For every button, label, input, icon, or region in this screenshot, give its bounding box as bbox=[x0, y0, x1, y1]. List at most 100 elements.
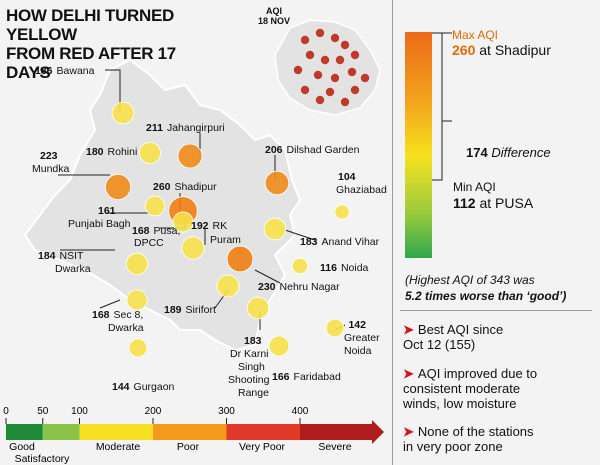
scale-tick-label: 300 bbox=[218, 406, 235, 417]
label-mundka: Mundka bbox=[32, 163, 70, 175]
inset-station-dot bbox=[347, 67, 357, 77]
page-title: HOW DELHI TURNED YELLOW FROM RED AFTER 1… bbox=[6, 6, 216, 82]
leader-bawana bbox=[105, 69, 121, 112]
label-dk-3: Shooting bbox=[228, 374, 270, 386]
inset-station-dot bbox=[330, 33, 340, 43]
min-aqi-line: 112 at PUSA bbox=[453, 195, 533, 211]
label-dk-1: Dr Karni bbox=[230, 348, 269, 360]
label-ghaziabad-aqi: 104 bbox=[338, 171, 356, 183]
station-marker bbox=[226, 245, 254, 273]
scale-category-label: Moderate bbox=[96, 441, 141, 453]
inset-station-dot bbox=[350, 85, 360, 95]
station-marker bbox=[216, 274, 240, 298]
bullet-2: ➤ AQI improved due to consistent moderate w… bbox=[403, 366, 538, 411]
station-marker bbox=[125, 252, 149, 276]
inset-station-dot bbox=[350, 50, 360, 60]
inset-station-dot bbox=[335, 55, 345, 65]
inset-station-dot bbox=[340, 97, 350, 107]
max-aqi-place: at Shadipur bbox=[479, 42, 551, 58]
station-marker bbox=[111, 101, 135, 125]
station-marker bbox=[291, 257, 309, 275]
max-aqi-value: 260 bbox=[452, 42, 476, 58]
scale-tick-label: 50 bbox=[37, 406, 49, 417]
station-marker bbox=[105, 173, 132, 200]
bullet-3: ➤ None of the stations in very poor zone bbox=[403, 424, 534, 454]
label-rk: 192 RK bbox=[191, 220, 227, 232]
title-line-2: FROM RED AFTER 17 DAYS bbox=[6, 44, 176, 82]
scale-band bbox=[42, 424, 80, 440]
leader-nehru bbox=[254, 269, 281, 284]
scale-tick-label: 0 bbox=[3, 406, 9, 417]
min-aqi-value: 112 bbox=[453, 195, 476, 211]
bullet-arrow-icon: ➤ bbox=[403, 322, 414, 337]
station-marker bbox=[172, 211, 194, 233]
inset-station-dot bbox=[293, 65, 303, 75]
station-marker bbox=[268, 335, 290, 357]
station-marker bbox=[128, 338, 148, 358]
scale-category-label: Poor bbox=[177, 441, 200, 453]
difference-line: 174 Difference bbox=[466, 145, 551, 160]
min-aqi-place: at PUSA bbox=[479, 195, 534, 211]
station-marker bbox=[334, 204, 350, 220]
inset-station-dot bbox=[340, 40, 350, 50]
label-ghaziabad: Ghaziabad bbox=[336, 184, 387, 196]
label-nsit-2: Dwarka bbox=[55, 263, 91, 275]
label-dk-aqi: 183 bbox=[244, 335, 262, 347]
label-pusa-2: DPCC bbox=[134, 237, 164, 249]
label-gurgaon: 144 Gurgaon bbox=[112, 381, 175, 393]
station-marker bbox=[246, 296, 270, 320]
scale-band bbox=[226, 424, 300, 440]
title-line-1: HOW DELHI TURNED YELLOW bbox=[6, 6, 175, 44]
label-punjabi: Punjabi Bagh bbox=[68, 218, 131, 230]
label-nehru: 230 Nehru Nagar bbox=[258, 281, 340, 293]
note-line-2: 5.2 times worse than ‘good’) bbox=[405, 289, 567, 303]
scale-tick-label: 400 bbox=[292, 406, 309, 417]
label-gn: 142 Greater Noida bbox=[344, 319, 380, 357]
inset-station-dot bbox=[300, 85, 310, 95]
inset-station-dot bbox=[320, 55, 330, 65]
leader-anand bbox=[284, 229, 316, 241]
label-pusa: 168 Pusa, bbox=[132, 225, 180, 237]
station-marker bbox=[263, 217, 287, 241]
scale-band bbox=[79, 424, 153, 440]
inset-station-dot bbox=[315, 95, 325, 105]
side-leaders bbox=[432, 32, 452, 181]
inset-station-dot bbox=[300, 35, 310, 45]
note-line-1: (Highest AQI of 343 was bbox=[405, 273, 535, 287]
inset-station-dot bbox=[305, 50, 315, 60]
station-marker bbox=[181, 236, 205, 260]
label-shadipur: 260 Shadipur bbox=[153, 181, 217, 193]
scale-category-label: Good bbox=[9, 441, 35, 453]
bullet-arrow-icon: ➤ bbox=[403, 424, 414, 439]
label-sec8-2: Dwarka bbox=[108, 322, 144, 334]
scale-category-label: Satisfactory bbox=[15, 453, 71, 465]
inset-station-dot bbox=[325, 87, 335, 97]
station-marker bbox=[264, 170, 290, 196]
station-marker bbox=[126, 289, 148, 311]
inset-map-outline bbox=[274, 19, 381, 116]
note: (Highest AQI of 343 was 5.2 times worse … bbox=[405, 272, 566, 304]
label-dk-2: Singh bbox=[238, 361, 265, 373]
inset-station-dot bbox=[330, 73, 340, 83]
divider-vertical bbox=[392, 0, 393, 465]
inset-title-1: AQI bbox=[266, 6, 283, 16]
label-rohini: 180 Rohini bbox=[86, 146, 137, 158]
label-dilshad: 206 Dilshad Garden bbox=[265, 144, 360, 156]
inset-station-dot bbox=[360, 73, 370, 83]
label-anand: 183 Anand Vihar bbox=[300, 236, 380, 248]
label-sec8: 168 Sec 8, bbox=[92, 309, 143, 321]
inset-title: AQI 18 NOV bbox=[258, 6, 290, 26]
min-aqi-label: Min AQI bbox=[453, 180, 496, 194]
label-sirifort: 189 Sirifort bbox=[164, 304, 216, 316]
inset-title-2: 18 NOV bbox=[258, 16, 291, 26]
bullet-arrow-icon: ➤ bbox=[403, 366, 414, 381]
divider-horizontal bbox=[400, 310, 592, 311]
scale-band bbox=[6, 424, 43, 440]
delhi-map: 186 Bawana 211 Jahangirpuri 180 Rohini 223 … bbox=[23, 19, 387, 399]
scale-category-label: Severe bbox=[318, 441, 351, 453]
label-punjabi-aqi: 161 bbox=[98, 205, 116, 217]
max-aqi-line: 260 at Shadipur bbox=[452, 42, 551, 58]
station-marker bbox=[325, 318, 345, 338]
